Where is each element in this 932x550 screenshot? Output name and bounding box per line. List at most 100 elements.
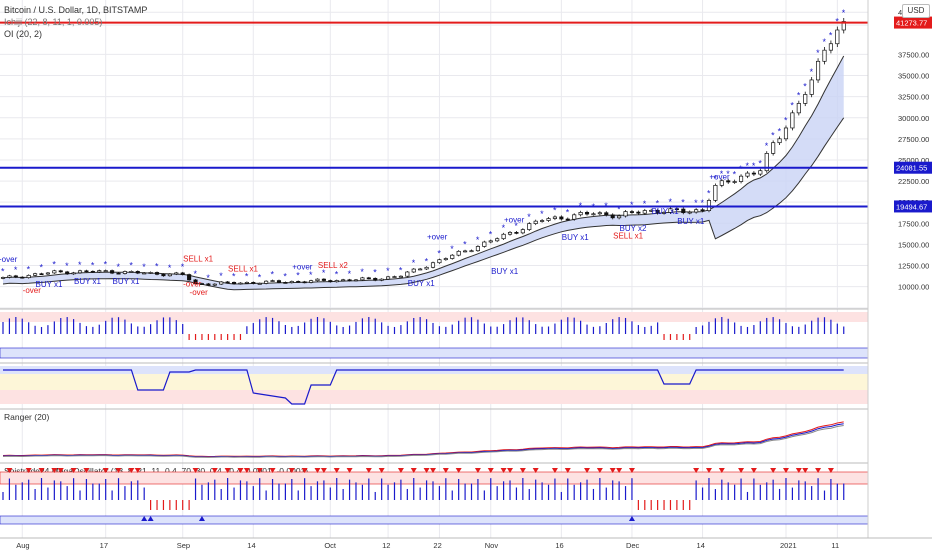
candle[interactable] xyxy=(283,281,288,284)
candle[interactable] xyxy=(257,282,262,285)
candle[interactable] xyxy=(501,232,506,241)
candle[interactable] xyxy=(77,269,83,274)
candle[interactable] xyxy=(617,214,622,220)
candle[interactable] xyxy=(180,271,185,276)
candle[interactable] xyxy=(450,254,455,260)
candle[interactable] xyxy=(745,171,750,179)
candle[interactable] xyxy=(129,270,134,273)
candle[interactable] xyxy=(187,273,192,281)
candle[interactable] xyxy=(783,125,789,142)
candle[interactable] xyxy=(392,275,397,278)
candle[interactable] xyxy=(199,282,205,285)
candle[interactable] xyxy=(20,276,25,279)
candle[interactable] xyxy=(238,282,243,285)
candle[interactable] xyxy=(559,215,564,221)
candle[interactable] xyxy=(610,213,615,220)
candle[interactable] xyxy=(713,183,718,203)
candle[interactable] xyxy=(52,269,57,274)
candle[interactable] xyxy=(482,240,487,248)
candle[interactable] xyxy=(33,272,38,277)
candle[interactable] xyxy=(604,211,609,217)
candle[interactable] xyxy=(732,179,737,184)
candle[interactable] xyxy=(103,269,108,272)
candle[interactable] xyxy=(649,208,654,213)
candle[interactable] xyxy=(154,271,160,276)
time-axis[interactable]: Aug 17 Sep 14 Oct 12 22 Nov 16 Dec 14 2021 11 xyxy=(0,537,932,550)
candle[interactable] xyxy=(418,267,423,271)
candle[interactable] xyxy=(803,91,808,107)
candle[interactable] xyxy=(655,208,660,215)
candle[interactable] xyxy=(39,272,44,276)
candle[interactable] xyxy=(546,217,551,223)
candle[interactable] xyxy=(90,270,95,273)
candle[interactable] xyxy=(0,276,6,280)
candle[interactable] xyxy=(816,58,821,83)
indicator-panes[interactable]: MSI (10)0.00TDI (13, 21)1.000.00Ranger (… xyxy=(0,308,932,528)
candle[interactable] xyxy=(764,151,769,173)
candle[interactable] xyxy=(167,273,172,277)
candle[interactable] xyxy=(674,207,679,211)
candle[interactable] xyxy=(405,270,410,278)
candle[interactable] xyxy=(463,249,468,253)
candle[interactable] xyxy=(26,274,31,279)
candle[interactable] xyxy=(13,274,18,279)
candle[interactable] xyxy=(443,257,448,261)
candle[interactable] xyxy=(231,281,237,285)
candle[interactable] xyxy=(142,272,147,275)
candle[interactable] xyxy=(334,279,339,283)
candle[interactable] xyxy=(97,269,102,273)
candle[interactable] xyxy=(296,280,301,283)
candle[interactable] xyxy=(540,219,545,223)
price-pane[interactable]: * * * * * * * * * * * * * * * * * * * * * * * * * * * * * * * * * * * * * * * *… xyxy=(0,8,868,297)
candle[interactable] xyxy=(507,230,513,236)
candle[interactable] xyxy=(360,276,365,281)
candle[interactable] xyxy=(841,18,846,34)
candle[interactable] xyxy=(219,281,224,285)
candle[interactable] xyxy=(71,271,76,275)
candle[interactable] xyxy=(430,261,436,269)
candle[interactable] xyxy=(244,281,249,284)
candle[interactable] xyxy=(591,212,596,216)
candle[interactable] xyxy=(495,237,500,243)
candle[interactable] xyxy=(116,272,121,275)
candle[interactable] xyxy=(790,110,795,131)
candle[interactable] xyxy=(771,140,776,156)
candle[interactable] xyxy=(687,210,692,215)
candle[interactable] xyxy=(739,174,744,184)
candle[interactable] xyxy=(552,215,557,221)
candle[interactable] xyxy=(212,283,217,287)
candle[interactable] xyxy=(681,207,686,215)
candle[interactable] xyxy=(758,168,763,177)
candle[interactable] xyxy=(386,275,391,281)
candle[interactable] xyxy=(488,239,493,244)
candle[interactable] xyxy=(475,245,480,252)
candle[interactable] xyxy=(751,171,756,177)
candle[interactable] xyxy=(796,100,801,116)
candle[interactable] xyxy=(193,279,198,285)
candle[interactable] xyxy=(315,278,320,282)
candle[interactable] xyxy=(424,266,429,270)
candle[interactable] xyxy=(321,278,326,282)
candle[interactable] xyxy=(694,208,699,214)
candle[interactable] xyxy=(533,219,538,226)
candle[interactable] xyxy=(411,268,416,273)
candle[interactable] xyxy=(719,178,724,188)
candle[interactable] xyxy=(668,207,673,215)
indicator-ichiji-label[interactable]: Ichiji (22, 8, 11, 1, 0.005) xyxy=(4,17,103,27)
candle[interactable] xyxy=(527,222,532,232)
candle[interactable] xyxy=(514,230,519,235)
candle[interactable] xyxy=(597,211,602,216)
candle[interactable] xyxy=(623,209,628,218)
candle[interactable] xyxy=(328,279,333,283)
candle[interactable] xyxy=(578,210,583,217)
price-line-tag-2[interactable] xyxy=(894,200,932,213)
candle[interactable] xyxy=(642,208,647,215)
candle[interactable] xyxy=(822,46,827,65)
candle[interactable] xyxy=(366,276,371,280)
candle[interactable] xyxy=(828,40,833,54)
candle[interactable] xyxy=(225,281,230,284)
candle[interactable] xyxy=(45,271,50,276)
candle[interactable] xyxy=(835,26,840,48)
candle[interactable] xyxy=(135,270,140,275)
